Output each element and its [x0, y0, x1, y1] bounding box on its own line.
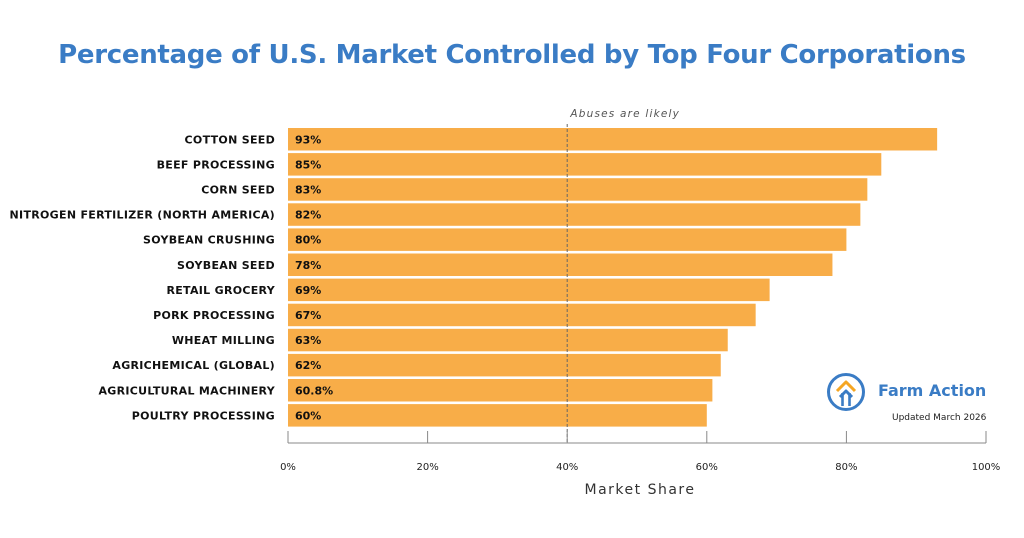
category-label: RETAIL GROCERY [166, 284, 275, 297]
x-tick-label: 20% [416, 462, 438, 473]
category-label: AGRICHEMICAL (GLOBAL) [112, 359, 275, 372]
x-axis: 0% 20% 40% 60% 80% 100% [280, 431, 1000, 473]
bar [288, 379, 713, 402]
threshold-label: Abuses are likely [569, 108, 680, 120]
data-label: 93% [295, 133, 321, 146]
farm-action-logo-icon [827, 373, 865, 411]
category-label: AGRICULTURAL MACHINERY [98, 384, 275, 397]
brand-updated-date: Updated March 2026 [892, 413, 987, 423]
data-label: 69% [295, 284, 321, 297]
bar [288, 178, 868, 201]
brand-name: Farm Action [878, 381, 987, 400]
category-label: SOYBEAN CRUSHING [143, 234, 275, 247]
data-label: 60% [295, 409, 321, 422]
data-label: 67% [295, 309, 321, 322]
category-label: SOYBEAN SEED [177, 259, 275, 272]
data-label: 62% [295, 359, 321, 372]
data-label: 83% [295, 183, 321, 196]
bars-layer: COTTON SEED 93% BEEF PROCESSING 85% CORN SEE… [10, 128, 938, 427]
category-label: BEEF PROCESSING [157, 158, 275, 171]
bar [288, 153, 882, 176]
category-label: COTTON SEED [185, 133, 275, 146]
bar [288, 404, 707, 427]
category-label: POULTRY PROCESSING [132, 409, 275, 422]
bar [288, 353, 721, 377]
data-label: 80% [295, 234, 321, 247]
x-tick-label: 60% [696, 462, 718, 473]
category-label: WHEAT MILLING [172, 334, 275, 347]
bar [288, 328, 728, 352]
x-axis-title: Market Share [585, 482, 696, 498]
data-label: 82% [295, 209, 321, 222]
x-tick-label: 100% [972, 462, 1001, 473]
category-label: CORN SEED [201, 183, 275, 196]
data-label: 63% [295, 334, 321, 347]
data-label: 60.8% [295, 384, 333, 397]
threshold-layer: Abuses are likely [566, 108, 680, 443]
x-tick-label: 80% [835, 462, 857, 473]
bar [288, 253, 833, 276]
category-label: PORK PROCESSING [153, 309, 275, 322]
category-label: NITROGEN FERTILIZER (NORTH AMERICA) [10, 209, 275, 222]
bar [288, 303, 756, 327]
brand-block: Farm Action Updated March 2026 [826, 372, 996, 432]
x-tick-label: 0% [280, 462, 296, 473]
data-label: 78% [295, 259, 321, 272]
chart-title: Percentage of U.S. Market Controlled by … [58, 40, 966, 70]
data-label: 85% [295, 158, 321, 171]
bar [288, 278, 770, 302]
bar [288, 128, 938, 151]
bar [288, 203, 861, 226]
x-tick-label: 40% [556, 462, 578, 473]
